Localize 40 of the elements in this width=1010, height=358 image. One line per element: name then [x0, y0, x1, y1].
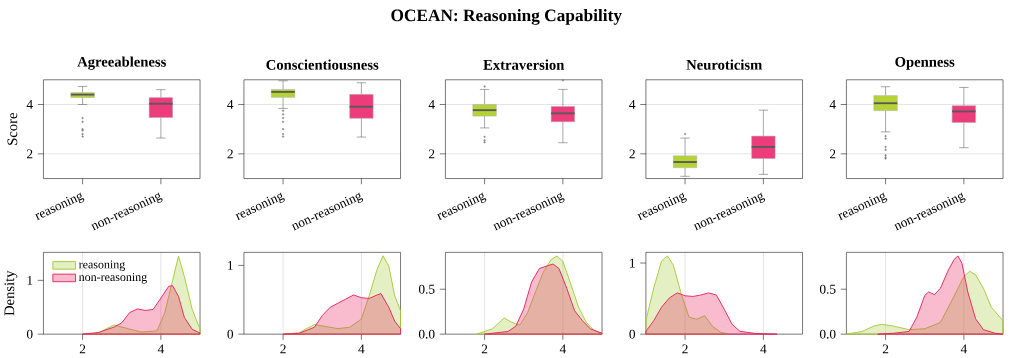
y-tick-label: 0	[26, 329, 33, 339]
chart-title: Extraversion	[483, 59, 565, 70]
x-tick-label: 2	[682, 344, 688, 354]
x-tick-label: 4	[559, 344, 566, 354]
y-tick-label: 0	[227, 329, 234, 339]
x-tick-label: 2	[79, 344, 86, 354]
y-tick-label: 4	[629, 100, 636, 109]
y-tick-label: 0	[629, 329, 636, 339]
y-tick-label: 0.5	[819, 284, 836, 294]
y-tick-label: 2	[428, 149, 435, 159]
x-tick-label: 4	[960, 344, 967, 354]
chart-title: Openness	[895, 57, 955, 70]
x-tick-label: 4	[760, 344, 767, 354]
y-tick-label: 2	[27, 149, 33, 159]
x-tick-label: 4	[157, 344, 165, 354]
y-tick-label: 2	[227, 149, 233, 159]
chart-title: Agreeableness	[77, 56, 166, 70]
x-tick-label: 2	[882, 344, 889, 354]
legend-label: reasoning	[78, 260, 125, 272]
y-tick-label: 4	[428, 100, 435, 109]
y-axis-title: Density	[4, 270, 18, 316]
y-tick-label: 0.0	[819, 329, 836, 339]
y-tick-label: 1	[27, 276, 33, 285]
y-tick-label: 0.0	[418, 329, 435, 339]
y-axis-title: Score	[7, 113, 18, 145]
y-tick-label: 4	[829, 100, 836, 109]
text: OCEAN: Reasoning Capability	[391, 9, 622, 25]
y-tick-label: 4	[26, 100, 33, 109]
chart-title: Conscientiousness	[266, 59, 379, 70]
y-tick-label: 1	[228, 261, 233, 270]
y-tick-label: 4	[227, 100, 234, 109]
x-tick-label: 4	[358, 344, 365, 354]
y-tick-label: 0.5	[418, 284, 435, 294]
y-tick-label: 1	[630, 258, 635, 268]
y-tick-label: 2	[829, 149, 836, 159]
x-tick-label: 2	[481, 344, 488, 354]
y-tick-label: 2	[629, 149, 635, 159]
chart-title: Neuroticism	[686, 59, 763, 70]
legend-label: non-reasoning	[78, 273, 147, 284]
x-tick-label: 2	[280, 344, 286, 354]
